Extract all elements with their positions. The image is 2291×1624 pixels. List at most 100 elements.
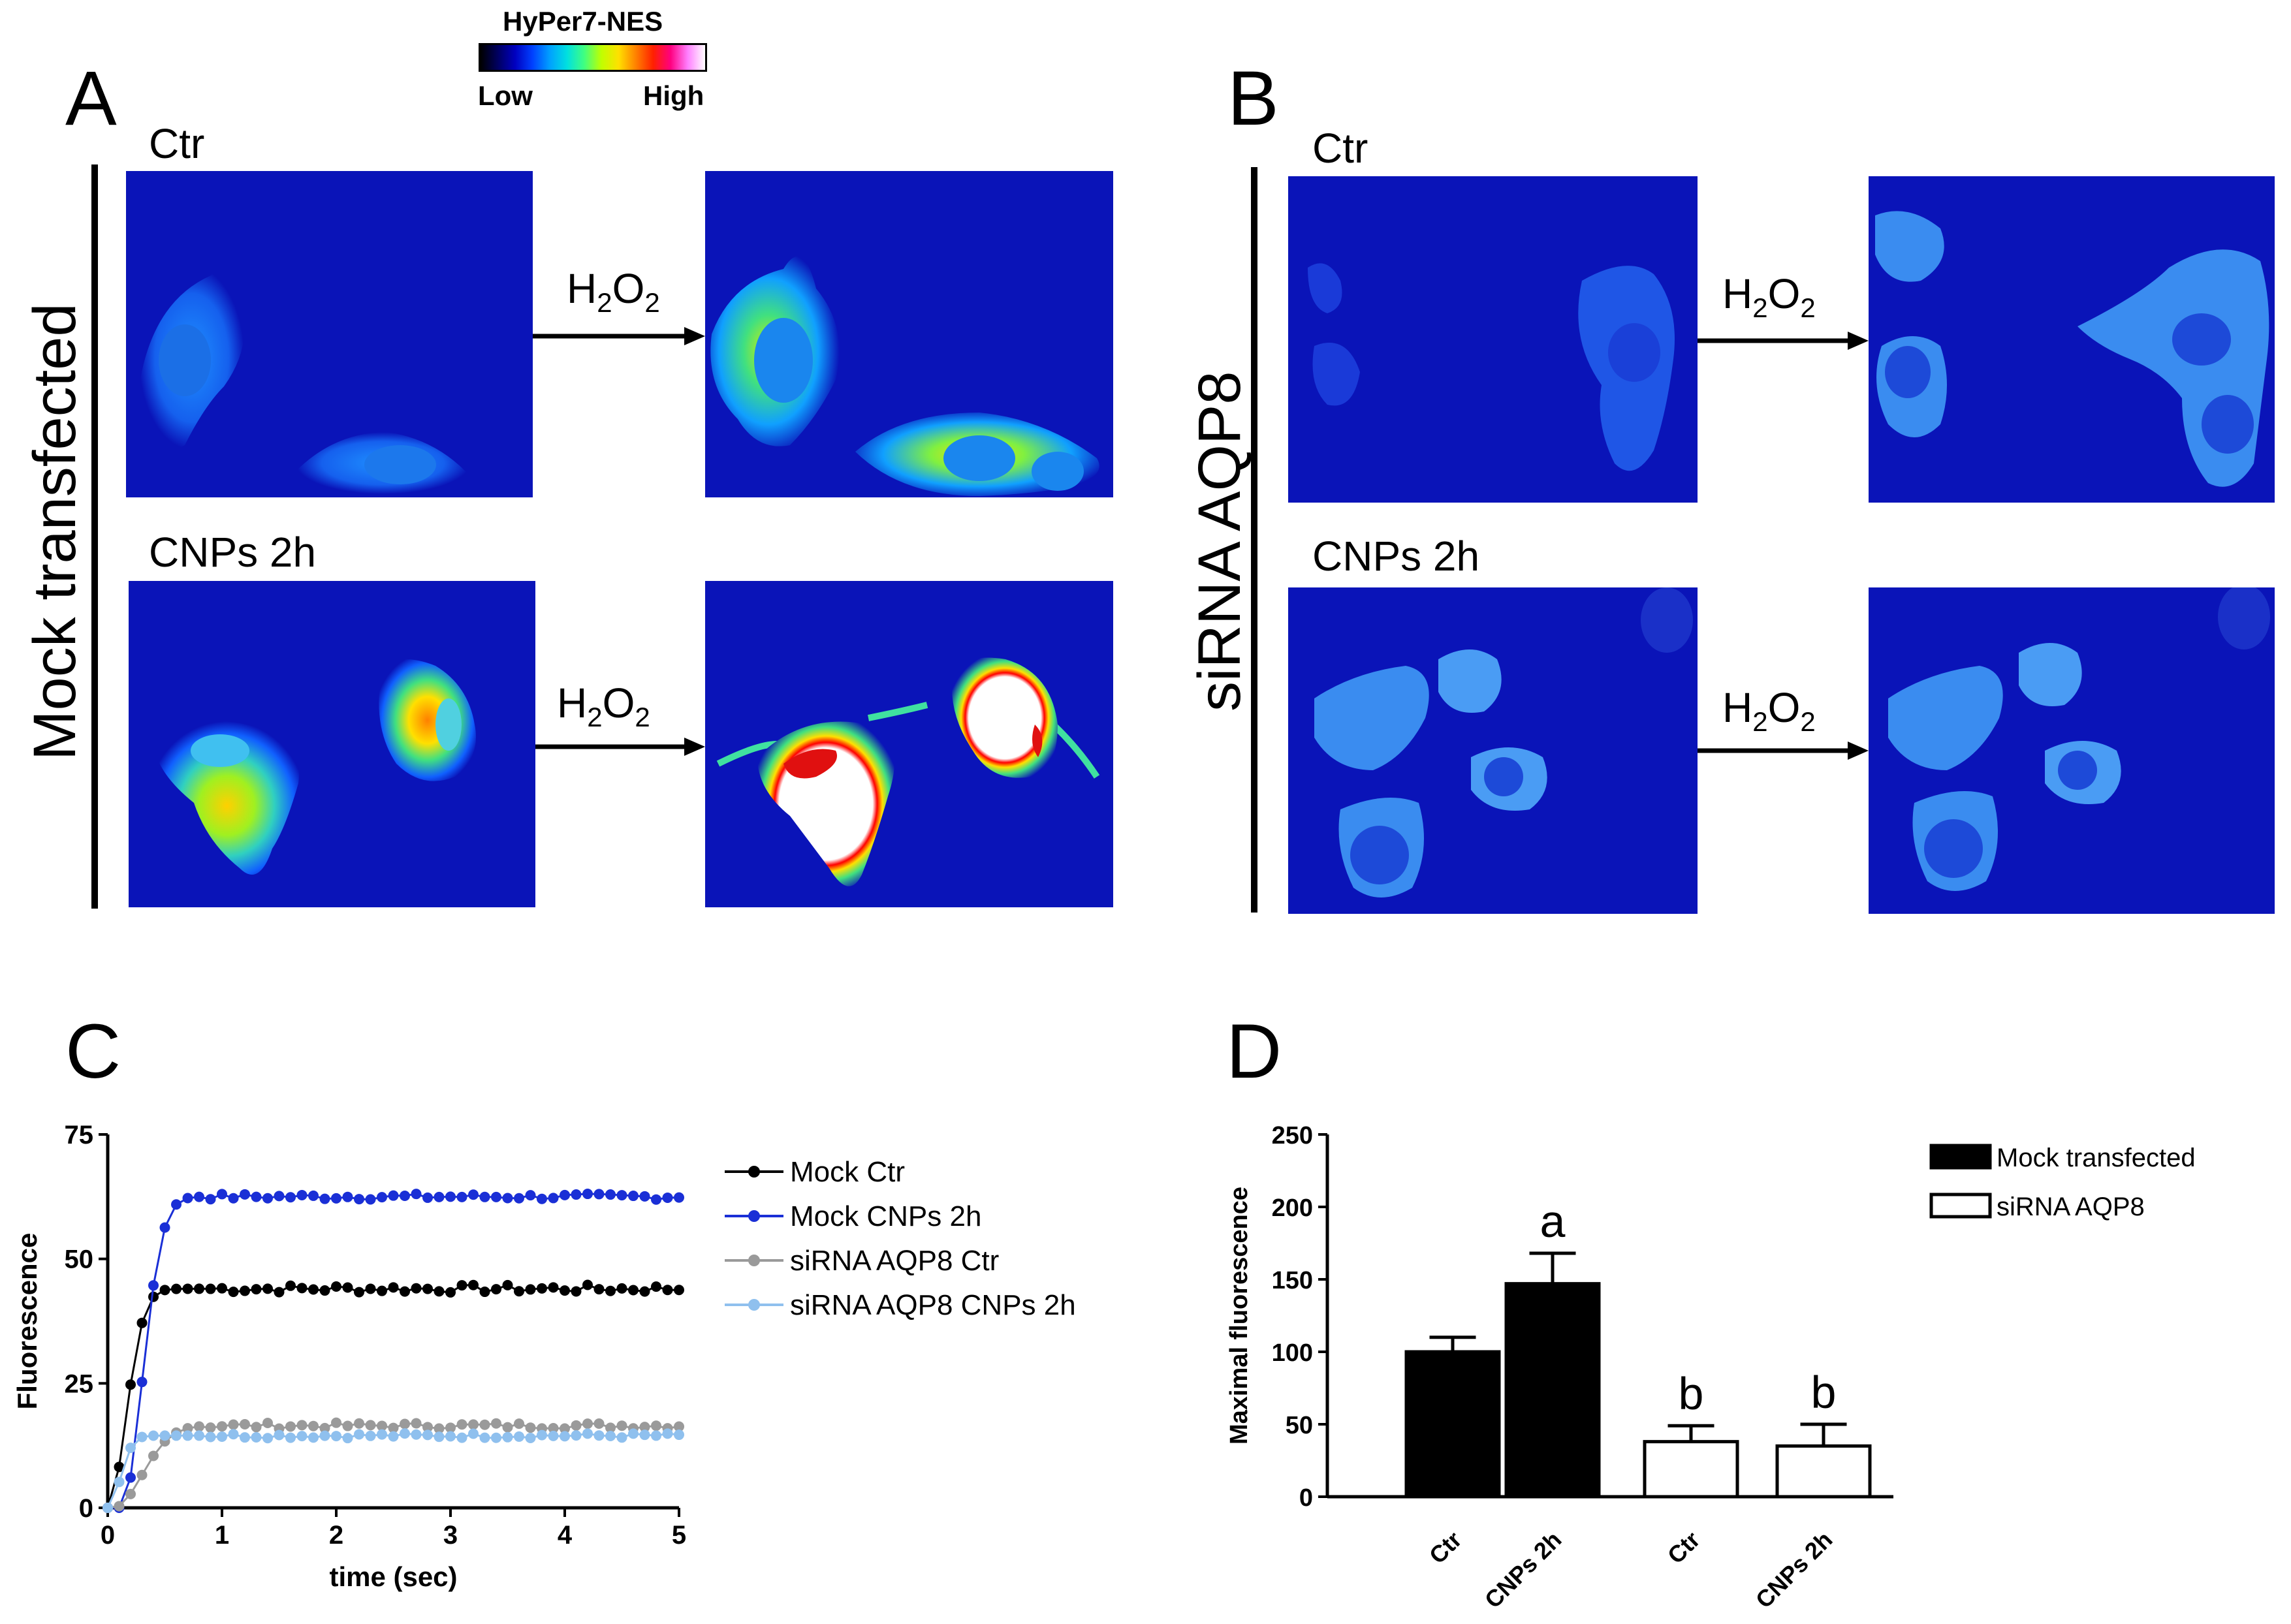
legend-label: Mock Ctr	[790, 1156, 905, 1188]
data-point	[171, 1199, 182, 1210]
data-point	[240, 1285, 250, 1296]
data-point	[639, 1286, 650, 1297]
legend-swatch	[1929, 1144, 1992, 1170]
data-point	[319, 1285, 330, 1296]
data-point	[560, 1423, 570, 1434]
panel-b-bottom-arrow-label: H2O2	[1722, 684, 1816, 737]
y-tick-label: 50	[1286, 1412, 1313, 1439]
panel-letter-c: C	[65, 1008, 121, 1095]
panel-b-divider	[1251, 167, 1257, 913]
data-point	[388, 1282, 399, 1293]
data-point	[354, 1194, 364, 1205]
panel-a-bottom-arrow	[535, 738, 705, 756]
data-point	[171, 1430, 182, 1441]
panel-letter-a: A	[65, 55, 117, 142]
bar	[1775, 1444, 1872, 1499]
data-point	[296, 1283, 308, 1294]
data-point	[171, 1283, 182, 1294]
data-point	[628, 1191, 639, 1202]
data-point	[319, 1193, 330, 1204]
data-point	[548, 1430, 559, 1441]
data-point	[296, 1189, 308, 1200]
data-point	[217, 1421, 227, 1432]
legend-marker	[748, 1210, 760, 1222]
panel-a-top-arrow-label: H2O2	[567, 265, 660, 318]
data-point	[205, 1283, 216, 1294]
data-point	[525, 1284, 536, 1295]
data-point	[434, 1191, 445, 1202]
data-point	[560, 1431, 570, 1442]
data-point	[491, 1418, 501, 1429]
data-point	[159, 1222, 170, 1233]
colorscale-low-label: Low	[478, 80, 533, 111]
panel-b-top-arrow-label: H2O2	[1722, 270, 1816, 323]
data-point	[114, 1476, 125, 1488]
data-point	[148, 1450, 159, 1461]
data-point	[605, 1189, 616, 1200]
data-point	[400, 1418, 410, 1429]
data-point	[582, 1189, 593, 1200]
data-point	[308, 1284, 319, 1295]
panel-b-ctr-after-image	[1869, 176, 2275, 503]
data-point	[514, 1286, 524, 1297]
panel-b-top-arrow	[1698, 332, 1869, 350]
data-point	[605, 1422, 616, 1433]
data-point	[628, 1428, 639, 1439]
y-tick-label: 150	[1272, 1267, 1313, 1294]
series-line	[106, 1283, 680, 1508]
data-point	[194, 1191, 204, 1202]
panel-a-ctr-before-image	[126, 171, 533, 497]
panel-a-top-arrow	[533, 327, 705, 345]
data-point	[331, 1281, 341, 1292]
data-point	[525, 1422, 536, 1433]
data-point	[674, 1429, 684, 1441]
data-point	[319, 1430, 330, 1441]
data-point	[240, 1189, 250, 1200]
x-tick-label: 2	[329, 1521, 343, 1550]
data-point	[205, 1422, 216, 1433]
data-point	[491, 1432, 501, 1443]
colorscale-title: HyPer7-NES	[503, 6, 663, 37]
data-point	[605, 1285, 616, 1296]
data-point	[136, 1431, 148, 1443]
data-point	[240, 1432, 250, 1443]
legend-swatch	[1929, 1193, 1992, 1219]
data-point	[354, 1429, 364, 1440]
data-point	[228, 1287, 239, 1298]
data-point	[593, 1418, 605, 1429]
data-point	[388, 1422, 399, 1433]
data-point	[422, 1283, 433, 1294]
data-point	[411, 1418, 422, 1429]
data-point	[628, 1285, 639, 1296]
series-line	[106, 1432, 680, 1508]
data-point	[491, 1191, 501, 1202]
data-point	[125, 1488, 136, 1499]
data-point	[148, 1280, 159, 1291]
data-point	[125, 1443, 136, 1454]
y-tick-label: 75	[65, 1121, 94, 1149]
data-point	[434, 1423, 445, 1434]
data-point	[365, 1283, 376, 1294]
data-point	[136, 1317, 148, 1328]
panel-letter-d: D	[1226, 1008, 1282, 1095]
data-point	[285, 1432, 296, 1443]
data-point	[434, 1286, 445, 1297]
data-point	[662, 1285, 673, 1296]
data-point	[194, 1283, 204, 1294]
y-tick-label: 25	[65, 1369, 94, 1398]
data-point	[674, 1421, 684, 1432]
data-point	[308, 1190, 319, 1201]
significance-letter: b	[1811, 1367, 1837, 1418]
x-tick-label: CNPs 2h	[1750, 1526, 1838, 1614]
data-point	[182, 1193, 193, 1204]
x-tick-label: 5	[672, 1521, 686, 1550]
legend-marker	[748, 1166, 760, 1178]
significance-letter: b	[1679, 1368, 1704, 1419]
data-point	[616, 1420, 627, 1431]
bar	[1643, 1440, 1739, 1499]
x-tick-label: 1	[215, 1521, 229, 1550]
data-point	[593, 1189, 605, 1200]
data-point	[217, 1431, 227, 1442]
data-point	[365, 1430, 376, 1441]
y-axis-title: Fluorescence	[12, 1233, 42, 1410]
